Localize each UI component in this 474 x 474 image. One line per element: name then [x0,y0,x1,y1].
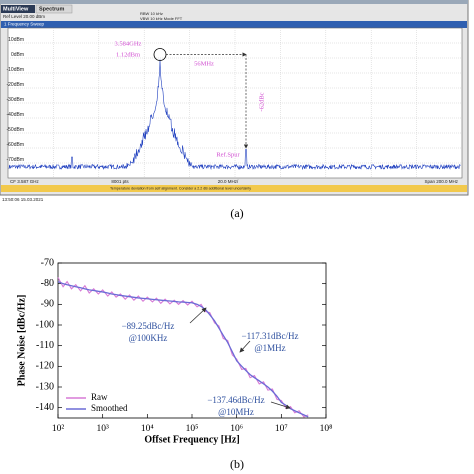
tab-label: MultiView [3,6,29,12]
spectrum-trace [8,59,461,171]
x-tick-label: 10⁶ [230,424,243,434]
footer-label: Span 200.0 MHz [424,179,458,184]
y-tick-label: -110 [36,340,54,351]
footer-label: 20.0 MHz/ [218,179,239,184]
annotation: 3.584GHz [115,40,142,47]
tab[interactable] [1,5,35,13]
legend-label: Smoothed [91,403,128,413]
y-tick-label: -70dBm [6,157,24,163]
annotation-arrow [189,307,207,324]
status-bar [1,185,467,192]
x-tick-label: 10⁸ [320,424,333,434]
panel-label: (b) [230,457,244,471]
y-tick-label: 10dBm [8,37,24,43]
footer-label: 8001 pts [111,179,129,184]
y-tick-label: -80 [41,278,54,289]
annotation: 1.12dBm [116,51,140,58]
x-tick-label: 10⁴ [141,424,155,434]
tab-label: Spectrum [39,6,64,12]
annotation: -62dBc [258,92,265,111]
series-line [57,280,309,418]
y-tick-label: -50dBm [6,127,24,133]
y-tick-label: -70 [41,257,54,268]
y-tick-label: -10dBm [6,67,24,73]
panel-label: (a) [230,206,243,220]
x-axis-label: Offset Frequency [Hz] [144,434,239,445]
x-tick-label: 10⁵ [186,424,199,434]
timestamp: 13:50:06 15.03.2021 [2,197,44,202]
settings: VBW 10 kHz Mode FFT [140,16,183,21]
annotation: −137.46dBc/Hz [207,395,264,405]
annotation: −89.25dBc/Hz [122,321,175,331]
y-tick-label: -90 [41,299,54,310]
y-tick-label: -30dBm [6,97,24,103]
annotation: @100KHz [129,333,168,343]
y-tick-label: -140 [36,402,54,413]
annotation: @10MHz [218,407,254,417]
y-axis-label: Phase Noise [dBc/Hz] [16,295,27,387]
annotation-arrow [239,340,251,353]
top-strip [0,0,468,4]
y-tick-label: -40dBm [6,112,24,118]
trace-title: 1 Frequency Sweep [4,22,45,27]
y-tick-label: -20dBm [6,82,24,88]
y-tick-label: -130 [36,381,54,392]
y-tick-label: -100 [36,319,54,330]
annotation: −117.31dBc/Hz [242,331,299,341]
settings: Ref Level 20.00 dBm [3,14,45,19]
annotation-arrow [270,401,291,410]
x-tick-label: 10³ [96,424,109,434]
annotation: @1MHz [254,343,285,353]
x-tick-label: 10⁷ [275,424,288,434]
x-tick-label: 10² [52,424,65,434]
series-line [57,277,309,418]
status: Temperature deviation from self alignmen… [110,186,251,190]
y-tick-label: 0dBm [11,52,24,58]
y-tick-label: -60dBm [6,142,24,148]
footer-label: CF 3.587 GHz [10,179,40,184]
annotation: 56MHz [194,60,214,67]
trace-title-bar [1,21,467,28]
y-tick-label: -120 [36,361,54,372]
settings: RBW 10 kHz [140,11,163,16]
tab[interactable] [35,4,73,14]
legend-label: Raw [91,392,108,402]
annotation: Ref.Spur [216,151,240,158]
